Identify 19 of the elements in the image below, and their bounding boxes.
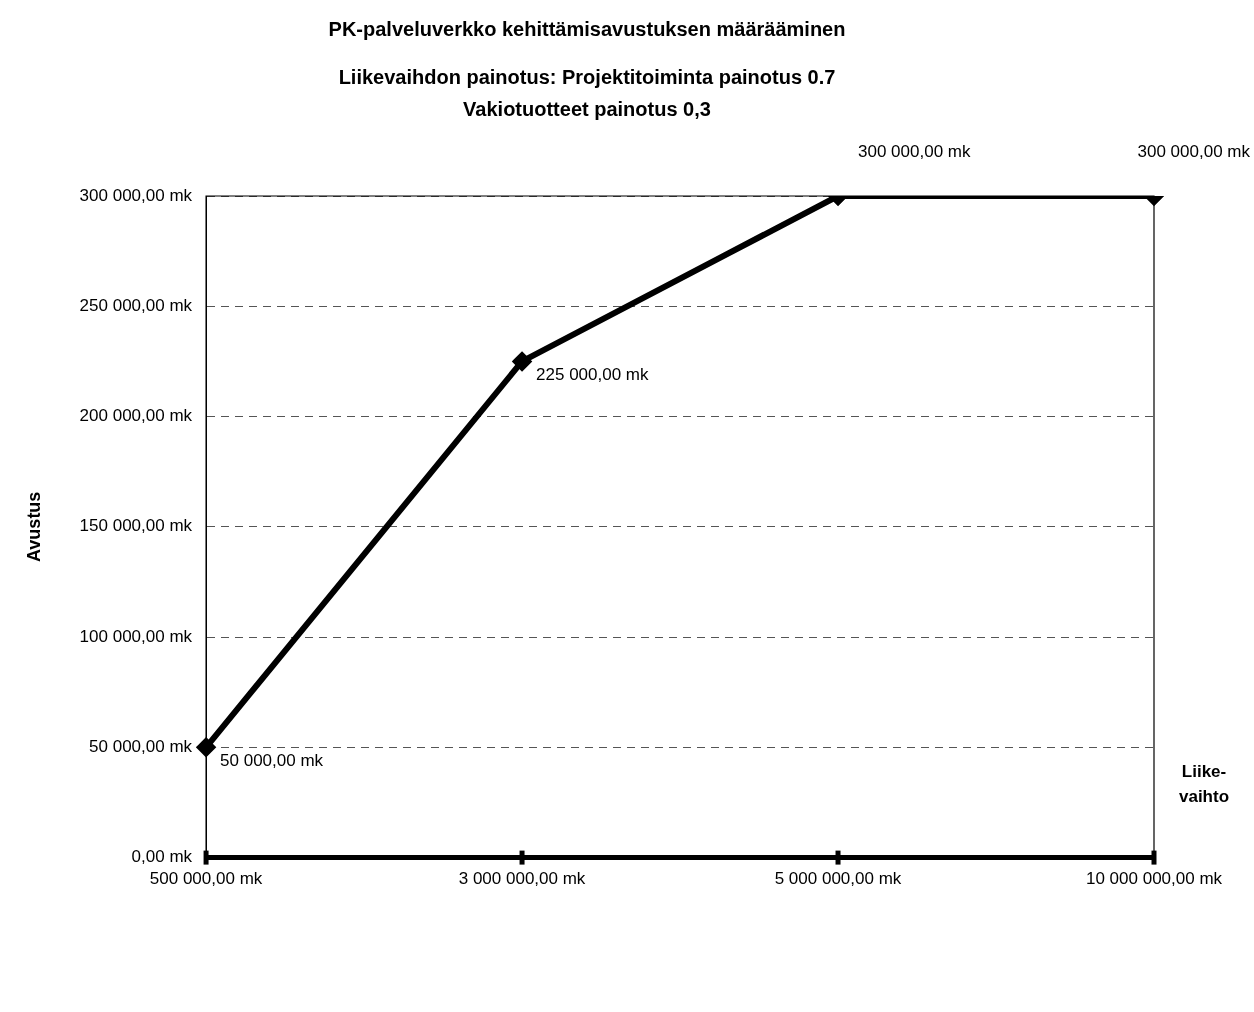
y-tick-label: 200 000,00 mk (79, 406, 193, 426)
y-axis-title: Avustus (23, 491, 44, 562)
y-tick-label: 50 000,00 mk (89, 737, 193, 757)
data-label: 225 000,00 mk (536, 365, 650, 385)
chart-subtitle: Liikevaihdon painotus: Projektitoiminta painotus 0.7 Vakiotuotteet painotus 0,3 (338, 65, 836, 120)
x-tick-label: 3 000 000,00 mk (458, 869, 586, 889)
data-label: 300 000,00 mk (1137, 141, 1251, 161)
y-tick-label: 300 000,00 mk (79, 185, 193, 205)
x-axis-title: Liike-vaihto (1178, 762, 1230, 807)
y-tick-label: 100 000,00 mk (79, 626, 193, 646)
data-label: 50 000,00 mk (220, 751, 324, 771)
x-tick-label: 500 000,00 mk (149, 869, 263, 889)
y-tick-label: 250 000,00 mk (79, 295, 193, 315)
y-tick-label: 150 000,00 mk (79, 516, 193, 536)
data-label: 300 000,00 mk (858, 141, 971, 161)
chart-title: PK-palveluverkko kehittämisavustuksen määrääminen (328, 17, 846, 40)
x-tick-label: 10 000 000,00 mk (1085, 869, 1223, 889)
y-tick-label: 0,00 mk (131, 847, 193, 867)
x-tick-label: 5 000 000,00 mk (774, 869, 902, 889)
